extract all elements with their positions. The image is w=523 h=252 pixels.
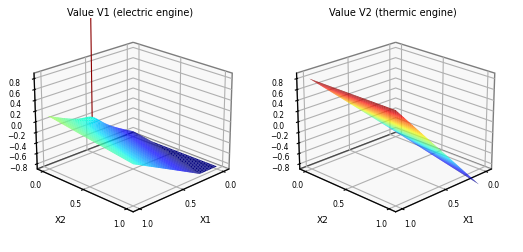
X-axis label: X1: X1 — [200, 216, 212, 225]
Y-axis label: X2: X2 — [317, 216, 328, 225]
X-axis label: X1: X1 — [463, 216, 474, 225]
Y-axis label: X2: X2 — [54, 216, 66, 225]
Title: Value V1 (electric engine): Value V1 (electric engine) — [67, 8, 194, 18]
Title: Value V2 (thermic engine): Value V2 (thermic engine) — [329, 8, 457, 18]
